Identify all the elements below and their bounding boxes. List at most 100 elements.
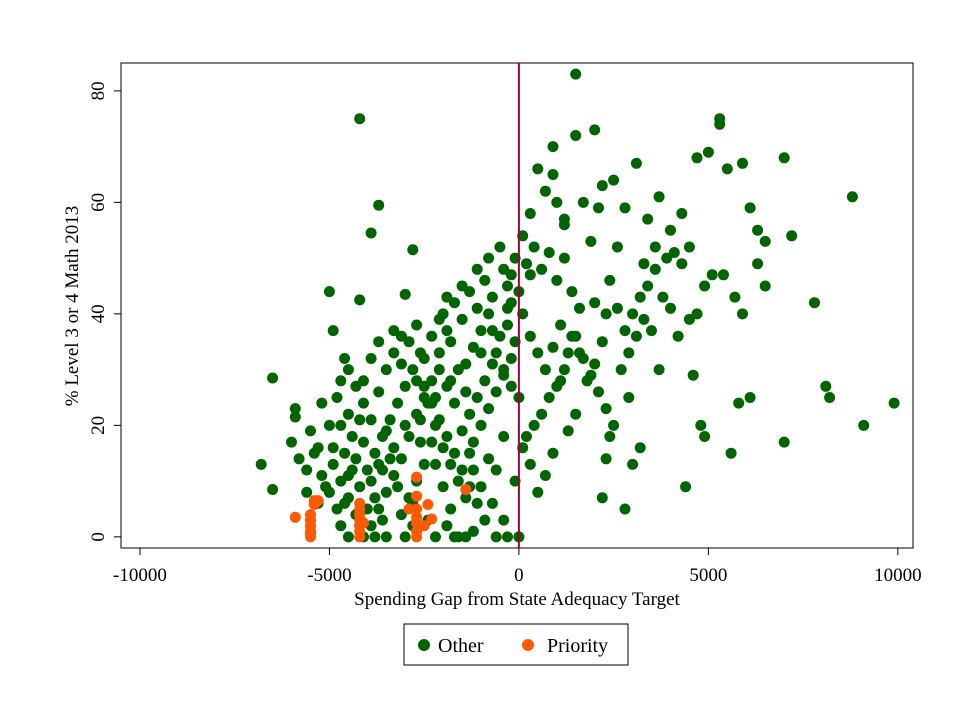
point-other [369, 447, 381, 459]
point-other [392, 481, 404, 493]
point-other [505, 269, 517, 281]
point-other [407, 364, 419, 376]
point-other [820, 380, 832, 392]
point-other [365, 353, 377, 364]
point-other [430, 419, 441, 431]
point-other [502, 319, 513, 331]
point-other [286, 436, 297, 448]
point-other [471, 497, 483, 509]
point-other [623, 392, 635, 403]
point-other [475, 419, 487, 431]
point-other [858, 419, 870, 431]
point-other [683, 313, 695, 325]
point-other [433, 313, 445, 325]
point-other [471, 302, 483, 314]
point-other [430, 392, 441, 403]
point-other [365, 227, 377, 239]
point-other [706, 269, 718, 281]
point-other [335, 520, 347, 532]
point-other [589, 297, 601, 309]
series-other [255, 68, 900, 543]
point-other [486, 325, 498, 337]
point-other [642, 213, 654, 225]
point-priority [305, 531, 316, 543]
point-other [547, 341, 559, 353]
y-tick-label: 80 [88, 81, 109, 100]
point-other [593, 386, 604, 398]
point-other [509, 475, 521, 487]
point-other [653, 191, 665, 203]
point-other [494, 330, 506, 342]
point-other [547, 169, 559, 180]
point-other [293, 453, 305, 465]
point-other [619, 202, 631, 214]
legend-marker-other [418, 639, 430, 651]
point-other [604, 431, 616, 442]
point-other [414, 347, 426, 359]
point-other [354, 294, 366, 306]
point-other [365, 475, 377, 487]
point-other [596, 180, 608, 192]
point-other [441, 431, 453, 442]
point-other [778, 152, 790, 164]
x-tick-label: 5000 [689, 565, 727, 586]
point-other [718, 269, 729, 281]
point-other [638, 313, 650, 325]
point-other [346, 431, 358, 442]
point-other [361, 464, 373, 476]
legend: Other Priority [403, 623, 629, 666]
point-other [316, 397, 328, 409]
point-other [486, 358, 498, 370]
point-other [551, 196, 563, 208]
point-other [358, 436, 369, 448]
point-other [418, 458, 430, 470]
point-other [665, 224, 676, 236]
point-other [498, 514, 510, 526]
point-other [558, 213, 570, 225]
point-other [611, 241, 623, 253]
point-other [551, 274, 563, 286]
x-tick-label: 10000 [874, 565, 922, 586]
point-other [543, 247, 555, 258]
point-priority [426, 513, 438, 525]
point-other [676, 208, 688, 219]
point-other [521, 431, 532, 442]
point-other [555, 319, 567, 331]
point-other [384, 414, 396, 426]
point-other [498, 431, 510, 442]
point-other [585, 369, 597, 381]
point-other [809, 297, 820, 309]
point-other [430, 458, 441, 470]
point-other [456, 464, 468, 476]
point-other [737, 157, 748, 169]
point-other [403, 431, 415, 442]
point-other [744, 392, 756, 403]
point-other [691, 152, 703, 164]
point-other [380, 531, 392, 543]
point-other [452, 364, 464, 376]
point-other [373, 386, 385, 398]
point-other [373, 336, 385, 348]
point-other [517, 442, 529, 454]
point-other [630, 157, 642, 169]
point-priority [422, 499, 434, 510]
point-priority [358, 517, 369, 529]
point-other [687, 369, 699, 381]
point-other [824, 392, 836, 403]
point-priority [403, 503, 415, 515]
point-other [729, 291, 741, 303]
point-other [547, 141, 559, 153]
point-other [399, 419, 411, 431]
point-other [456, 425, 468, 437]
point-other [649, 241, 661, 253]
point-other [498, 263, 510, 275]
point-other [634, 442, 646, 454]
point-other [517, 230, 529, 242]
point-other [524, 269, 536, 281]
point-other [411, 319, 423, 331]
point-other [445, 336, 457, 348]
point-other [361, 503, 373, 515]
point-other [414, 414, 426, 426]
point-other [441, 291, 453, 303]
point-other [555, 375, 567, 387]
